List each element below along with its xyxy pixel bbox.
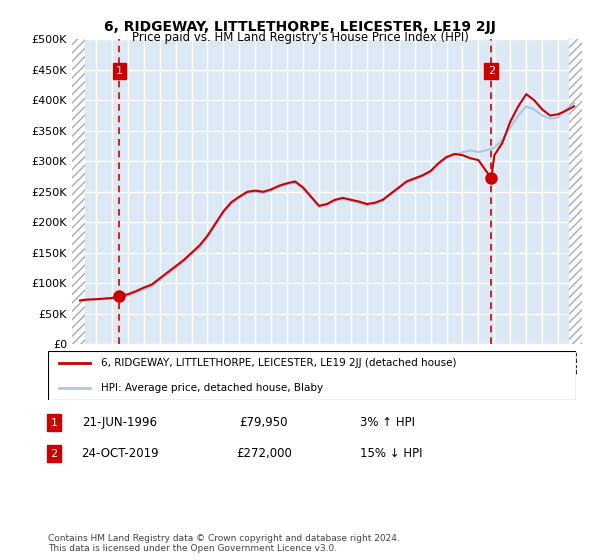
Bar <box>569 39 582 344</box>
Text: 1: 1 <box>116 66 123 76</box>
Text: HPI: Average price, detached house, Blaby: HPI: Average price, detached house, Blab… <box>101 383 323 393</box>
Text: 21-JUN-1996: 21-JUN-1996 <box>83 416 157 430</box>
Text: £272,000: £272,000 <box>236 447 292 460</box>
Bar <box>72 39 85 344</box>
Text: Contains HM Land Registry data © Crown copyright and database right 2024.
This d: Contains HM Land Registry data © Crown c… <box>48 534 400 553</box>
FancyBboxPatch shape <box>48 351 576 400</box>
Text: 3% ↑ HPI: 3% ↑ HPI <box>360 416 415 430</box>
Text: £79,950: £79,950 <box>240 416 288 430</box>
Text: 6, RIDGEWAY, LITTLETHORPE, LEICESTER, LE19 2JJ (detached house): 6, RIDGEWAY, LITTLETHORPE, LEICESTER, LE… <box>101 358 457 368</box>
Text: 2: 2 <box>488 66 495 76</box>
Text: 24-OCT-2019: 24-OCT-2019 <box>81 447 159 460</box>
Text: Price paid vs. HM Land Registry's House Price Index (HPI): Price paid vs. HM Land Registry's House … <box>131 31 469 44</box>
Text: 6, RIDGEWAY, LITTLETHORPE, LEICESTER, LE19 2JJ: 6, RIDGEWAY, LITTLETHORPE, LEICESTER, LE… <box>104 20 496 34</box>
Text: 15% ↓ HPI: 15% ↓ HPI <box>360 447 422 460</box>
Text: 2: 2 <box>50 449 58 459</box>
Text: 1: 1 <box>50 418 58 428</box>
